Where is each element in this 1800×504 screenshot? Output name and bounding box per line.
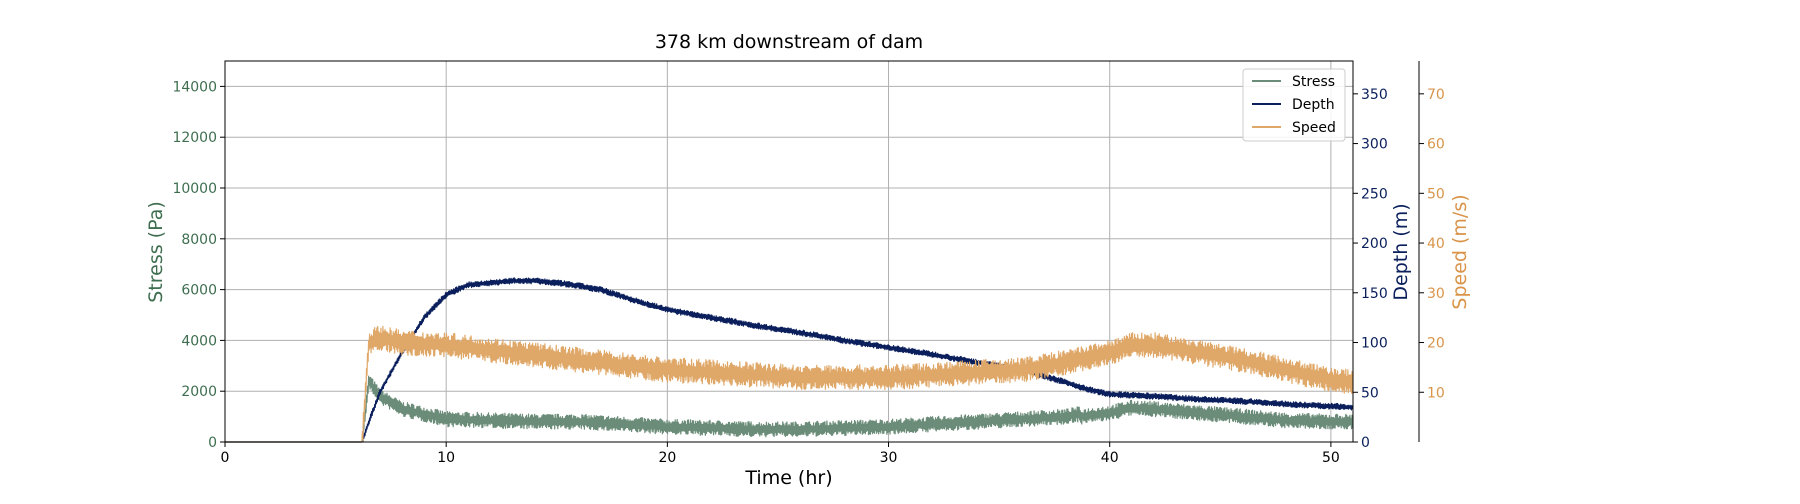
depth-axis-label: Depth (m) [1390,203,1412,300]
legend: Stress Depth Speed [1242,68,1346,142]
x-tick-label: 50 [1322,450,1340,466]
depth-tick-label: 150 [1361,286,1388,302]
depth-tick-label: 50 [1361,385,1379,401]
stress-tick-label: 10000 [172,181,217,197]
grid [224,61,1353,443]
stress-tick-label: 4000 [181,333,217,349]
stress-axis: 0 2000 4000 6000 8000 10000 12000 14000 [172,79,225,451]
x-tick-label: 40 [1101,450,1119,466]
x-tick-label: 20 [658,450,676,466]
x-axis-label: Time (hr) [744,467,832,489]
series-line-speed [224,325,1354,443]
speed-tick-label: 60 [1427,137,1445,153]
depth-tick-label: 200 [1361,236,1388,252]
stress-tick-label: 0 [208,435,217,451]
x-axis: 0 10 20 30 40 50 [221,442,1340,466]
depth-tick-label: 300 [1361,137,1388,153]
stress-tick-label: 8000 [181,232,217,248]
legend-label-speed: Speed [1292,120,1336,136]
legend-box [1242,68,1346,142]
x-tick-label: 0 [221,450,230,466]
stress-axis-label: Stress (Pa) [145,201,167,303]
speed-tick-label: 40 [1427,236,1445,252]
chart-title: 378 km downstream of dam [655,31,923,53]
depth-tick-label: 350 [1361,87,1388,103]
legend-label-depth: Depth [1292,97,1335,113]
speed-tick-label: 70 [1427,87,1445,103]
legend-label-stress: Stress [1292,74,1335,90]
x-tick-label: 30 [880,450,898,466]
stress-tick-label: 2000 [181,384,217,400]
depth-tick-label: 0 [1361,435,1370,451]
speed-tick-label: 50 [1427,186,1445,202]
speed-axis: 10 20 30 40 50 60 70 [1418,61,1445,442]
stress-tick-label: 14000 [172,79,217,95]
speed-tick-label: 20 [1427,336,1445,352]
plot-frame [224,60,1354,443]
depth-tick-label: 100 [1361,336,1388,352]
speed-tick-label: 30 [1427,286,1445,302]
series-line-stress [224,375,1354,443]
stress-tick-label: 12000 [172,130,217,146]
depth-axis: 0 50 100 150 200 250 300 350 [1353,87,1388,451]
series-area [224,277,1354,443]
speed-axis-label: Speed (m/s) [1449,194,1471,309]
stress-tick-label: 6000 [181,283,217,299]
speed-tick-label: 10 [1427,385,1445,401]
depth-tick-label: 250 [1361,186,1388,202]
x-tick-label: 10 [437,450,455,466]
